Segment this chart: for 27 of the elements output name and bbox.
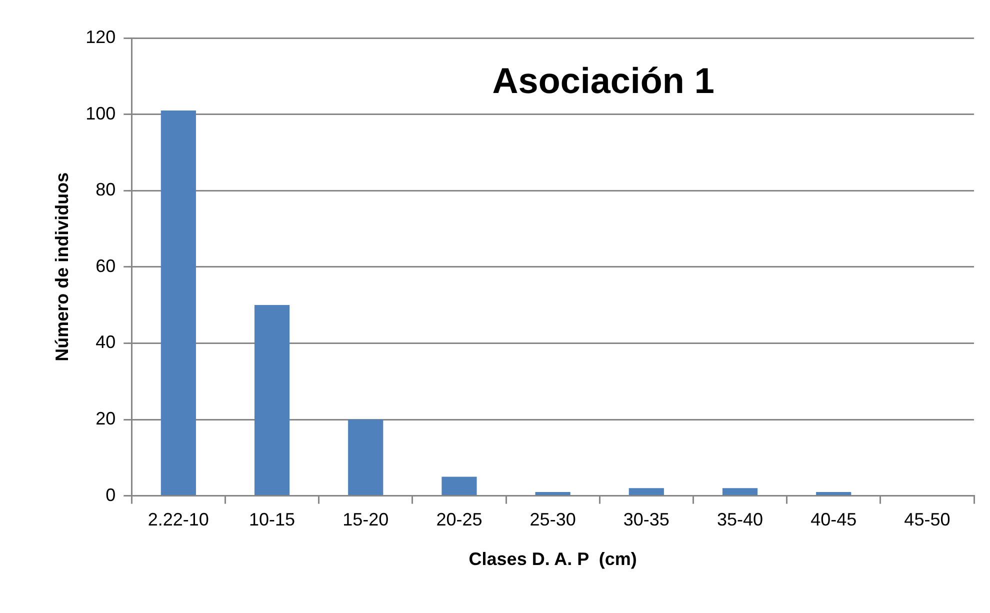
- x-axis-title: Clases D. A. P (cm): [468, 549, 637, 570]
- x-tick-label: 45-50: [904, 510, 950, 530]
- bar: [160, 110, 196, 496]
- y-axis-title: Número de individuos: [52, 172, 72, 362]
- y-tick-label: 40: [96, 332, 116, 352]
- y-tick-label: 60: [96, 256, 116, 276]
- x-tick-label: 25-30: [530, 510, 576, 530]
- bar: [535, 492, 570, 496]
- y-tick-label: 100: [86, 103, 116, 124]
- x-tick-label: 35-40: [716, 510, 764, 530]
- y-tick-label: 80: [96, 180, 116, 200]
- bar: [722, 488, 758, 496]
- bar: [348, 420, 384, 496]
- x-tick-label: 10-15: [249, 510, 296, 530]
- y-tick-label: 20: [96, 408, 116, 428]
- x-tick-label: 20-25: [436, 510, 482, 530]
- x-tick-label: 15-20: [342, 510, 389, 530]
- y-tick-label: 120: [86, 26, 116, 47]
- bar: [628, 488, 664, 496]
- y-tick-label: 0: [106, 484, 116, 505]
- bar: [442, 476, 477, 496]
- x-tick-label: 40-45: [810, 510, 857, 530]
- x-tick-label: 2.22-10: [148, 510, 209, 530]
- bar: [254, 305, 290, 496]
- bar: [816, 492, 852, 496]
- text: Asociación 1: [492, 60, 714, 101]
- x-tick-label: 30-35: [623, 510, 670, 530]
